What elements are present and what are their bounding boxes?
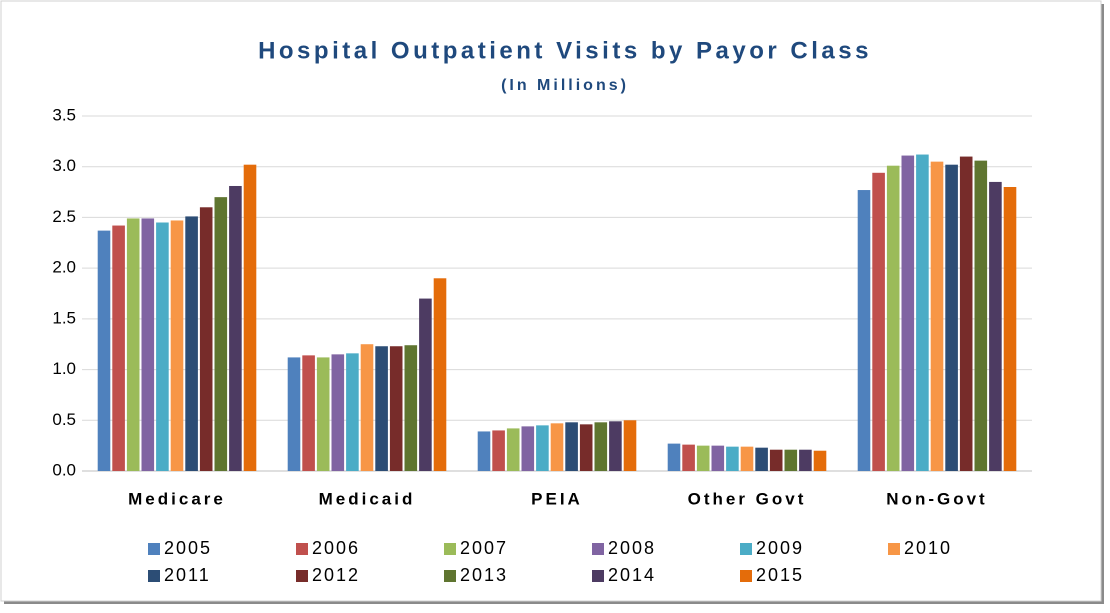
bar: [156, 222, 169, 471]
bar: [389, 346, 403, 471]
bar: [930, 161, 944, 471]
bar: [667, 443, 681, 471]
bar: [404, 345, 418, 471]
y-tick-label: 0.0: [52, 460, 76, 479]
bar: [287, 357, 301, 471]
legend-label: 2013: [460, 565, 508, 585]
bar: [185, 216, 198, 471]
x-tick-label: Non-Govt: [886, 489, 987, 508]
bar: [506, 428, 520, 471]
legend-swatch: [444, 543, 456, 555]
bar: [696, 445, 710, 471]
bar: [565, 422, 578, 471]
bar: [945, 164, 958, 471]
legend-label: 2010: [904, 538, 952, 558]
bar: [857, 190, 871, 472]
x-tick-label: Medicare: [128, 489, 226, 508]
legend-label: 2014: [608, 565, 656, 585]
bar: [316, 357, 330, 471]
legend-label: 2008: [608, 538, 656, 558]
bar: [97, 230, 111, 471]
bar: [112, 225, 125, 471]
bar: [682, 444, 695, 471]
legend-swatch: [592, 570, 604, 582]
bar: [536, 425, 549, 471]
bar: [784, 449, 798, 471]
y-tick-label: 1.5: [52, 308, 76, 327]
legend-label: 2012: [312, 565, 360, 585]
legend-swatch: [888, 543, 900, 555]
bar: [959, 156, 973, 472]
bar: [419, 298, 432, 471]
bar: [886, 165, 900, 471]
legend-label: 2006: [312, 538, 360, 558]
bar: [550, 423, 564, 471]
y-tick-label: 3.0: [52, 156, 76, 175]
legend-swatch: [592, 543, 604, 555]
bar: [302, 355, 315, 471]
bar: [769, 449, 783, 471]
y-tick-label: 3.5: [52, 105, 76, 124]
chart-subtitle: (In Millions): [501, 77, 629, 94]
legend-label: 2011: [164, 565, 211, 585]
bar: [623, 420, 637, 471]
legend-swatch: [148, 570, 160, 582]
y-tick-label: 1.0: [52, 359, 76, 378]
bar: [711, 445, 725, 471]
bar: [141, 218, 155, 471]
bar: [989, 181, 1002, 471]
bar: [726, 446, 739, 471]
legend-label: 2007: [460, 538, 508, 558]
legend-swatch: [296, 543, 308, 555]
bar: [594, 422, 608, 471]
bar: [477, 431, 491, 471]
x-tick-label: Medicaid: [319, 489, 416, 508]
bar: [433, 278, 447, 471]
bar: [170, 220, 184, 471]
legend-swatch: [740, 570, 752, 582]
bar: [360, 344, 374, 471]
bar: [872, 172, 885, 472]
y-tick-label: 2.5: [52, 207, 76, 226]
legend-swatch: [148, 543, 160, 555]
bar: [974, 160, 988, 471]
legend-label: 2009: [756, 538, 804, 558]
bar: [901, 155, 915, 472]
legend-swatch: [740, 543, 752, 555]
bar: [229, 185, 242, 471]
bar: [740, 446, 754, 471]
bar: [609, 421, 622, 471]
bar: [214, 197, 228, 471]
bar: [799, 449, 812, 471]
bar: [331, 354, 345, 471]
legend-label: 2005: [164, 538, 212, 558]
legend-label: 2015: [756, 565, 804, 585]
bar: [243, 164, 257, 471]
bar: [1003, 187, 1017, 471]
x-tick-label: PEIA: [531, 489, 583, 508]
bar: [521, 426, 535, 471]
chart-title: Hospital Outpatient Visits by Payor Clas…: [258, 37, 872, 64]
bar: [375, 346, 388, 471]
bar: [916, 154, 929, 472]
legend-swatch: [444, 570, 456, 582]
x-tick-label: Other Govt: [688, 489, 807, 508]
bar: [199, 207, 213, 472]
bar: [813, 450, 827, 471]
bar: [126, 218, 140, 471]
bar: [346, 353, 359, 471]
y-tick-label: 2.0: [52, 258, 76, 277]
bar: [755, 447, 768, 471]
legend-swatch: [296, 570, 308, 582]
bar: [492, 430, 505, 471]
y-tick-label: 0.5: [52, 410, 76, 429]
bar: [579, 424, 593, 471]
